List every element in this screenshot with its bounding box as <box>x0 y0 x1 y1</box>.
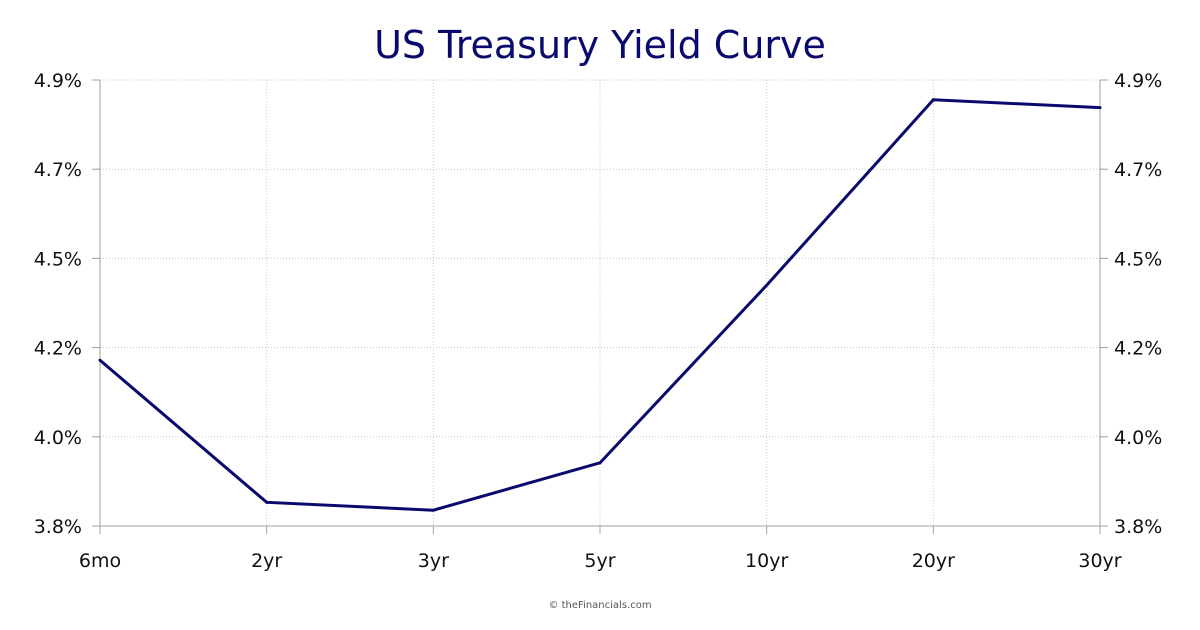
series-layer <box>98 98 1102 512</box>
axis-layer <box>92 79 1108 534</box>
data-point-30yr <box>1098 106 1102 110</box>
y-tick-label-right: 3.8% <box>1114 516 1162 538</box>
data-point-3yr <box>431 508 435 512</box>
data-point-5yr <box>598 461 602 465</box>
y-tick-label-right: 4.0% <box>1114 427 1162 449</box>
y-tick-label-left: 4.2% <box>34 338 82 360</box>
x-tick-label: 3yr <box>418 550 449 572</box>
x-tick-label: 6mo <box>79 550 121 572</box>
y-tick-label-left: 4.0% <box>34 427 82 449</box>
x-tick-label: 5yr <box>584 550 615 572</box>
y-tick-label-left: 3.8% <box>34 516 82 538</box>
x-tick-label: 10yr <box>745 550 788 572</box>
copyright-footer: © theFinancials.com <box>548 600 651 611</box>
x-tick-label: 30yr <box>1078 550 1121 572</box>
data-point-20yr <box>931 98 935 102</box>
y-tick-label-right: 4.5% <box>1114 248 1162 270</box>
data-point-6mo <box>98 358 102 362</box>
y-tick-label-left: 4.5% <box>34 248 82 270</box>
tick-label-layer: 3.8% 3.8% 4.0% 4.0% 4.2% 4.2% 4.5% 4.5% 4.7% 4.7%… <box>34 70 1163 572</box>
y-tick-label-right: 4.9% <box>1114 70 1162 92</box>
data-point-2yr <box>265 500 269 504</box>
y-tick-label-left: 4.7% <box>34 159 82 181</box>
x-tick-label: 20yr <box>912 550 955 572</box>
x-tick-label: 2yr <box>251 550 282 572</box>
y-tick-label-left: 4.9% <box>34 70 82 92</box>
grid-layer <box>99 79 1101 527</box>
y-tick-label-right: 4.2% <box>1114 338 1162 360</box>
data-point-10yr <box>765 283 769 287</box>
chart-title: US Treasury Yield Curve <box>374 23 826 67</box>
y-tick-label-right: 4.7% <box>1114 159 1162 181</box>
